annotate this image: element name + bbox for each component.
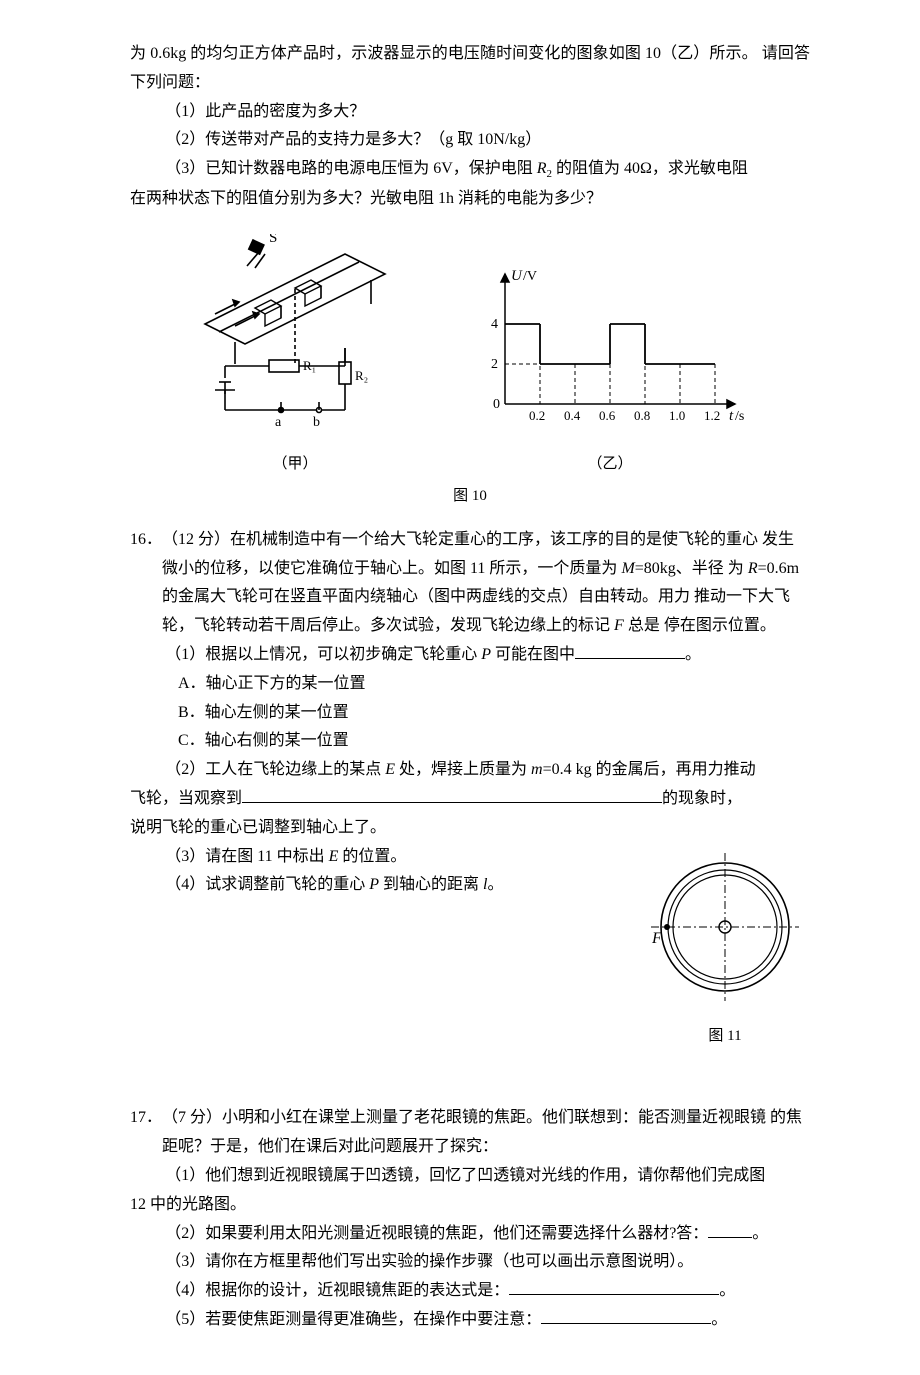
q17-s2: （2）如果要利用太阳光测量近视眼镜的焦距，他们还需要选择什么器材?答：。	[165, 1220, 810, 1249]
q16-num: 16．	[130, 526, 162, 555]
xtick-06: 0.6	[599, 408, 616, 423]
q17-s2-blank	[708, 1221, 752, 1238]
label-a: a	[275, 415, 282, 430]
label-b: b	[313, 415, 320, 430]
caption-yi: （乙）	[465, 451, 755, 478]
caption-jia: （甲）	[185, 451, 405, 478]
svg-text:/V: /V	[523, 269, 537, 284]
q16-optC: C．轴心右侧的某一位置	[178, 727, 810, 756]
q17-s3: （3）请你在方框里帮他们写出实验的操作步骤（也可以画出示意图说明）。	[165, 1248, 810, 1277]
q16-s2-line2: 飞轮，当观察到的现象时，	[130, 785, 810, 814]
intro-q2: （2）传送带对产品的支持力是多大？（g 取 10N/kg）	[165, 126, 810, 155]
figure-10-row: S R₁ R₂ a b （甲）	[130, 234, 810, 478]
q17-s1a: （1）他们想到近视眼镜属于凹透镜，回忆了凹透镜对光线的作用，请你帮他们完成图	[165, 1162, 810, 1191]
flywheel-F-label: F	[651, 930, 662, 947]
xtick-10: 1.0	[669, 408, 685, 423]
q16-optB: B．轴心左侧的某一位置	[178, 699, 810, 728]
q16-s2-line3: 说明飞轮的重心已调整到轴心上了。	[130, 814, 810, 843]
xlabel: t	[729, 408, 734, 424]
spacer	[130, 1054, 810, 1104]
q17: 17． （7 分）小明和小红在课堂上测量了老花眼镜的焦距。他们联想到：能否测量近…	[130, 1104, 810, 1162]
q17-num: 17．	[130, 1104, 162, 1133]
q16-s2-line1: （2）工人在飞轮边缘上的某点 E 处，焊接上质量为 m=0.4 kg 的金属后，…	[165, 756, 810, 785]
caption-fig11: 图 11	[640, 1023, 810, 1050]
q17-s4-blank	[509, 1278, 719, 1295]
figure-10-yi: U /V t /s 0 2 4 0.2 0.4 0.6 0.8 1.0 1.2 …	[465, 254, 755, 478]
intro-block: 为 0.6kg 的均匀正方体产品时，示波器显示的电压随时间变化的图象如图 10（…	[130, 40, 810, 98]
xtick-04: 0.4	[564, 408, 581, 423]
q17-s1b: 12 中的光路图。	[130, 1191, 810, 1220]
intro-q3-line2: 在两种状态下的阻值分别为多大？光敏电阻 1h 消耗的电能为多少？	[130, 185, 810, 214]
q16: 16． （12 分）在机械制造中有一个给大飞轮定重心的工序，该工序的目的是使飞轮…	[130, 526, 810, 641]
xtick-08: 0.8	[634, 408, 650, 423]
q17-s5: （5）若要使焦距测量得更准确些，在操作中要注意：。	[165, 1306, 810, 1335]
graph-svg: U /V t /s 0 2 4 0.2 0.4 0.6 0.8 1.0 1.2	[465, 254, 755, 434]
xtick-02: 0.2	[529, 408, 545, 423]
q16-s2-blank	[242, 786, 662, 803]
q16-optA: A．轴心正下方的某一位置	[178, 670, 810, 699]
q16-s1: （1）根据以上情况，可以初步确定飞轮重心 P 可能在图中。	[165, 641, 810, 670]
label-S: S	[269, 234, 277, 246]
label-R2: R₂	[355, 368, 368, 383]
label-R1: R₁	[303, 358, 316, 373]
circuit-svg: S R₁ R₂ a b	[185, 234, 405, 434]
caption-fig10: 图 10	[130, 483, 810, 510]
q17-s5-blank	[541, 1307, 711, 1324]
figure-11: F 图 11	[640, 847, 810, 1051]
ytick-2: 2	[491, 357, 498, 372]
q16-s1-blank	[575, 642, 685, 659]
intro-q1: （1）此产品的密度为多大？	[165, 98, 810, 127]
ylabel: U	[511, 268, 523, 284]
figure-10-jia: S R₁ R₂ a b （甲）	[185, 234, 405, 478]
ytick-4: 4	[491, 317, 498, 332]
intro-q3-line1: （3）已知计数器电路的电源电压恒为 6V，保护电阻 R2 的阻值为 40Ω，求光…	[165, 155, 810, 185]
intro-line1: 为 0.6kg 的均匀正方体产品时，示波器显示的电压随时间变化的图象如图 10（…	[130, 45, 758, 62]
origin-0: 0	[493, 397, 500, 412]
xtick-12: 1.2	[704, 408, 720, 423]
svg-text:/s: /s	[735, 409, 744, 424]
flywheel-svg: F	[640, 847, 810, 1007]
